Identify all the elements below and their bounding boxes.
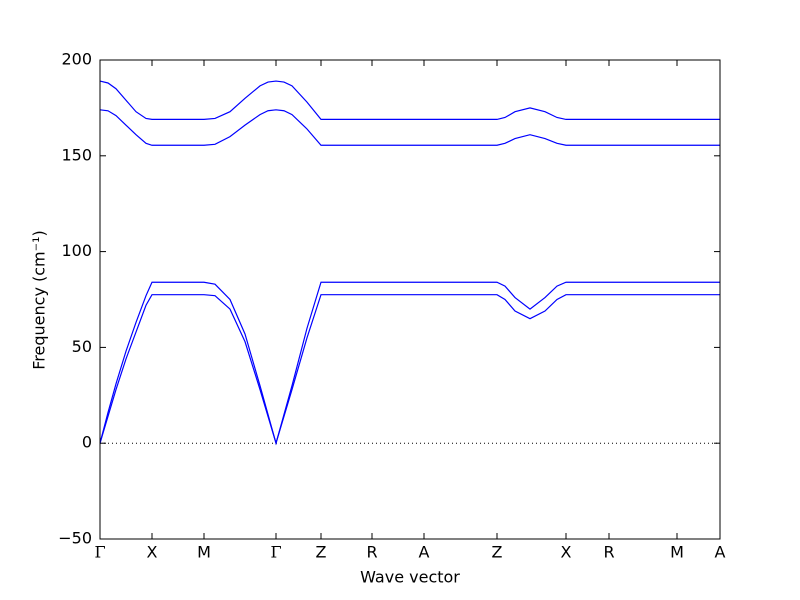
plot-frame xyxy=(99,59,721,540)
x-tick-label: R xyxy=(366,543,377,562)
band-line xyxy=(99,80,720,120)
x-tick-label: Γ xyxy=(94,543,105,562)
y-tick-label: 50 xyxy=(72,337,92,356)
x-tick-label: M xyxy=(197,543,211,562)
y-tick-label: 0 xyxy=(82,433,92,452)
x-tick-label: Z xyxy=(492,543,503,562)
x-tick-label: X xyxy=(147,543,158,562)
x-tick-label: R xyxy=(603,543,614,562)
y-tick-label: 200 xyxy=(61,50,92,69)
x-tick-label: Γ xyxy=(270,543,281,562)
x-tick-label: A xyxy=(419,543,430,562)
x-tick-label: M xyxy=(670,543,684,562)
x-tick-label: Z xyxy=(316,543,327,562)
x-axis-label: Wave vector xyxy=(360,568,460,587)
band-line xyxy=(99,109,720,146)
y-axis-label: Frequency (cm⁻¹) xyxy=(30,230,49,369)
y-tick-label: 100 xyxy=(61,241,92,260)
y-tick-label: −50 xyxy=(58,529,92,548)
x-tick-label: A xyxy=(715,543,726,562)
x-tick-label: X xyxy=(561,543,572,562)
band-line xyxy=(99,294,720,446)
y-tick-label: 150 xyxy=(61,145,92,164)
